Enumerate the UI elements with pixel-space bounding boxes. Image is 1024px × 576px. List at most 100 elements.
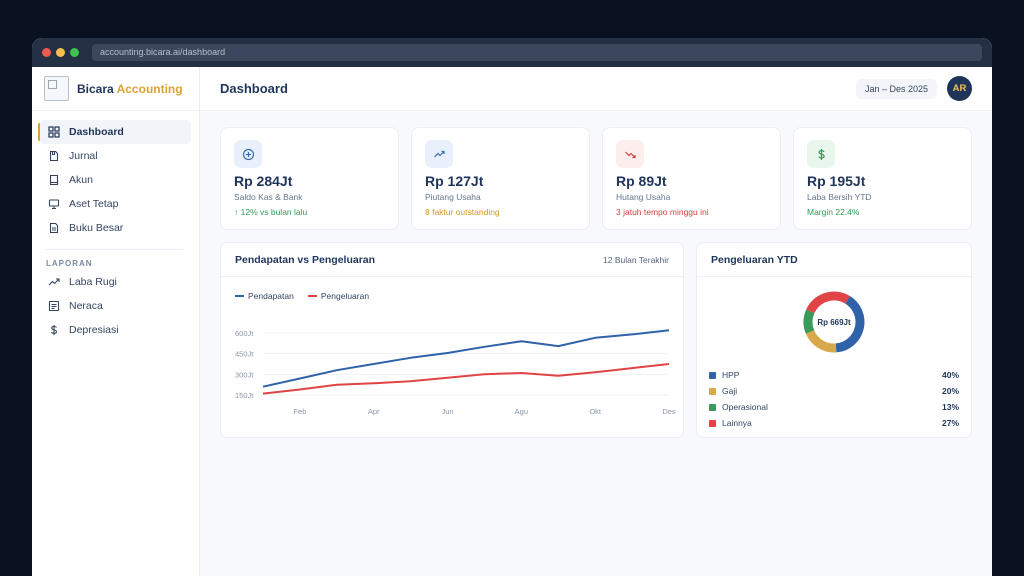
donut-legend-row: HPP 40%	[709, 367, 959, 383]
dollar-icon	[807, 140, 835, 168]
kpi-value: Rp 89Jt	[616, 173, 667, 189]
kpi-card-net-profit[interactable]: Rp 195Jt Laba Bersih YTD Margin 22.4%	[793, 127, 972, 230]
donut-center-total: Rp 669Jt	[817, 318, 851, 327]
kpi-value: Rp 195Jt	[807, 173, 866, 189]
kpi-card-payables[interactable]: Rp 89Jt Hutang Usaha 3 jatuh tempo mingg…	[602, 127, 781, 230]
sheet-icon	[48, 300, 60, 312]
card-title: Pengeluaran YTD	[711, 253, 798, 266]
card-header: Pengeluaran YTD	[697, 243, 971, 277]
brand-logo	[44, 76, 69, 101]
x-tick-label: Okt	[589, 407, 602, 416]
y-tick-label: 300Jt	[235, 370, 254, 379]
trend-down-icon	[616, 140, 644, 168]
sidebar-item-neraca[interactable]: Neraca	[39, 294, 191, 318]
legend-value: 20%	[941, 386, 959, 396]
legend-label: HPP	[722, 370, 740, 380]
kpi-value: Rp 284Jt	[234, 173, 293, 189]
legend-label: Pendapatan	[248, 291, 294, 301]
sidebar-item-label: Aset Tetap	[69, 198, 119, 210]
page-title: Dashboard	[220, 81, 288, 96]
sidebar-item-label: Neraca	[69, 300, 103, 312]
sidebar-item-jurnal[interactable]: Jurnal	[39, 144, 191, 168]
donut-slice-gaji[interactable]	[805, 329, 837, 353]
sidebar-item-label: Jurnal	[69, 150, 98, 162]
x-tick-label: Apr	[368, 407, 380, 416]
close-window-icon[interactable]	[42, 48, 51, 57]
journal-icon	[48, 150, 60, 162]
sidebar-item-label: Depresiasi	[69, 324, 119, 336]
donut-slice-lainnya[interactable]	[806, 291, 850, 314]
sidebar-item-label: Akun	[69, 174, 93, 186]
legend-swatch	[709, 371, 716, 379]
legend-value: 13%	[941, 402, 959, 412]
range-label[interactable]: 12 Bulan Terakhir	[603, 254, 669, 265]
sidebar-item-buku-besar[interactable]: Buku Besar	[39, 216, 191, 240]
app: Bicara Accounting Dashboard Jurnal	[32, 67, 992, 576]
kpi-label: Piutang Usaha	[425, 192, 481, 202]
sidebar-item-depresiasi[interactable]: Depresiasi	[39, 318, 191, 342]
page-header: Dashboard Jan – Des 2025 AR	[200, 67, 992, 111]
kpi-label: Saldo Kas & Bank	[234, 192, 303, 202]
brand-name-primary: Bicara	[77, 81, 114, 96]
donut-slice-hpp[interactable]	[835, 296, 865, 353]
kpi-card-receivables[interactable]: Rp 127Jt Piutang Usaha 8 faktur outstand…	[411, 127, 590, 230]
sidebar-item-label: Dashboard	[69, 126, 124, 138]
sidebar-item-akun[interactable]: Akun	[39, 168, 191, 192]
sidebar-item-label: Buku Besar	[69, 222, 124, 234]
sidebar-nav: Dashboard Jurnal Akun	[32, 111, 199, 342]
legend-swatch	[709, 419, 716, 427]
kpi-card-cash[interactable]: Rp 284Jt Saldo Kas & Bank ↑ 12% vs bulan…	[220, 127, 399, 230]
monitor-icon	[48, 198, 60, 210]
sidebar: Bicara Accounting Dashboard Jurnal	[32, 67, 200, 576]
donut-legend: HPP 40% Gaji 20% Operasional 13% Lainnya 27%	[709, 367, 959, 431]
book-icon	[48, 174, 60, 186]
avatar[interactable]: AR	[947, 76, 972, 101]
line-chart: 150Jt 300Jt 450Jt 600Jt Feb Apr Jun Agu Okt Des	[235, 329, 676, 416]
trend-up-icon	[425, 140, 453, 168]
brand-name-accent: Accounting	[116, 81, 183, 96]
browser-titlebar: accounting.bicara.ai/dashboard	[32, 38, 992, 67]
brand[interactable]: Bicara Accounting	[32, 67, 199, 111]
donut-legend-row: Gaji 20%	[709, 383, 959, 399]
sidebar-item-aset-tetap[interactable]: Aset Tetap	[39, 192, 191, 216]
card-title: Pendapatan vs Pengeluaran	[235, 253, 376, 266]
kpi-value: Rp 127Jt	[425, 173, 484, 189]
legend-label: Operasional	[722, 402, 768, 412]
grid-icon	[48, 126, 60, 138]
legend-item-pendapatan: Pendapatan	[235, 291, 294, 301]
x-tick-label: Agu	[515, 407, 528, 416]
series-line-pendapatan[interactable]	[262, 329, 670, 388]
legend-swatch	[307, 295, 317, 297]
sidebar-section-label: LAPORAN	[46, 259, 93, 268]
legend-swatch	[709, 387, 716, 395]
kpi-note: 8 faktur outstanding	[425, 207, 500, 217]
browser-window: accounting.bicara.ai/dashboard Bicara Ac…	[32, 38, 992, 576]
x-tick-label: Des	[662, 407, 676, 416]
minimize-window-icon[interactable]	[56, 48, 65, 57]
kpi-label: Hutang Usaha	[616, 192, 671, 202]
y-tick-label: 150Jt	[235, 391, 254, 400]
dollar-icon	[48, 324, 60, 336]
address-bar[interactable]: accounting.bicara.ai/dashboard	[92, 44, 982, 61]
series-line-pengeluaran[interactable]	[262, 363, 670, 395]
period-selector[interactable]: Jan – Des 2025	[855, 78, 937, 99]
kpi-note: 3 jatuh tempo minggu ini	[616, 207, 709, 217]
chart-legend: Pendapatan Pengeluaran	[235, 291, 369, 301]
donut-slice-operasional[interactable]	[803, 309, 815, 334]
document-icon	[48, 222, 60, 234]
legend-label: Gaji	[722, 386, 738, 396]
legend-label: Pengeluaran	[320, 291, 370, 301]
y-tick-label: 450Jt	[235, 350, 254, 359]
maximize-window-icon[interactable]	[70, 48, 79, 57]
sidebar-item-dashboard[interactable]: Dashboard	[38, 120, 191, 144]
x-tick-label: Feb	[293, 407, 306, 416]
kpi-label: Laba Bersih YTD	[807, 192, 872, 202]
expense-breakdown-card: Pengeluaran YTD Rp 669Jt HPP 40% Gaji 20% Op…	[696, 242, 972, 438]
legend-value: 27%	[941, 418, 959, 428]
donut-legend-row: Operasional 13%	[709, 399, 959, 415]
brand-name: Bicara Accounting	[77, 82, 183, 96]
sidebar-divider	[46, 249, 183, 250]
sidebar-item-laba-rugi[interactable]: Laba Rugi	[39, 270, 191, 294]
plus-circle-icon	[234, 140, 262, 168]
revenue-expense-card: Pendapatan vs Pengeluaran 12 Bulan Terak…	[220, 242, 684, 438]
